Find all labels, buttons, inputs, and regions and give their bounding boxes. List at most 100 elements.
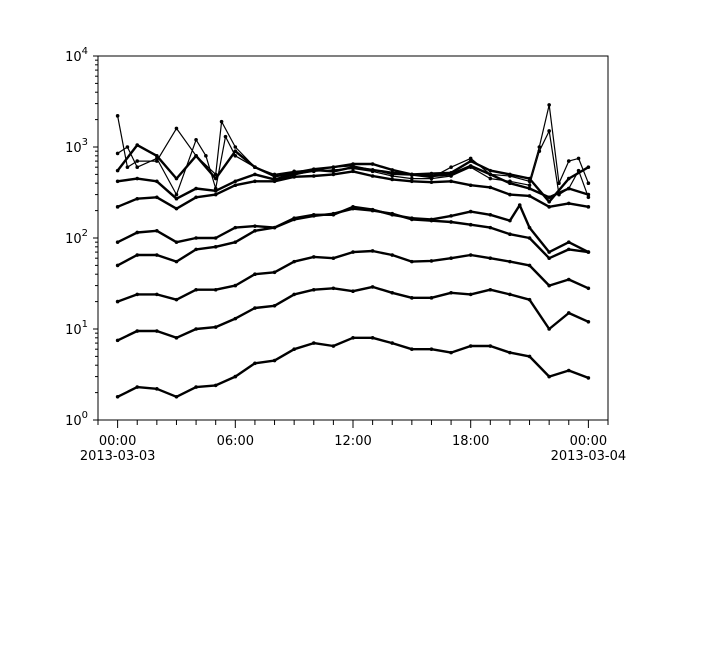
series-3 xyxy=(115,249,591,304)
data-point xyxy=(292,216,296,221)
data-point xyxy=(272,177,277,182)
data-point xyxy=(527,186,532,191)
y-tick-label: 102 xyxy=(65,228,88,247)
data-point xyxy=(331,256,336,260)
data-point xyxy=(527,183,532,188)
data-point xyxy=(547,129,551,133)
data-point xyxy=(390,341,395,345)
data-point xyxy=(468,222,473,227)
data-point xyxy=(233,179,238,184)
data-point xyxy=(566,176,571,181)
data-point xyxy=(557,181,561,186)
y-tick-label: 101 xyxy=(65,319,88,338)
data-point xyxy=(547,374,551,379)
data-point xyxy=(449,174,453,178)
data-point xyxy=(508,259,512,264)
data-point xyxy=(155,156,159,161)
data-point xyxy=(351,166,355,171)
series-4 xyxy=(115,206,591,268)
data-point xyxy=(253,228,257,233)
y-tick-label: 104 xyxy=(65,46,88,65)
x-tick-label: 00:00 xyxy=(570,434,607,449)
data-point xyxy=(155,154,159,158)
data-point xyxy=(390,212,395,217)
data-point xyxy=(527,263,532,268)
data-point xyxy=(253,179,257,184)
data-point xyxy=(351,164,355,168)
data-point xyxy=(351,250,355,254)
x-tick-label: 06:00 xyxy=(217,434,254,449)
data-point xyxy=(213,236,218,240)
data-point xyxy=(213,287,218,292)
data-point xyxy=(174,206,179,211)
data-point xyxy=(488,256,493,260)
data-point xyxy=(410,179,414,184)
plot-frame xyxy=(97,55,609,421)
data-point xyxy=(410,296,414,300)
data-point xyxy=(351,205,355,209)
data-point xyxy=(213,383,218,388)
data-point xyxy=(576,156,581,161)
data-point xyxy=(213,325,218,329)
data-point xyxy=(272,175,277,179)
data-point xyxy=(370,174,375,178)
data-point xyxy=(449,350,453,355)
data-point xyxy=(547,103,551,107)
data-point xyxy=(586,286,591,291)
data-point xyxy=(311,287,316,292)
series-group xyxy=(115,103,591,399)
series-2 xyxy=(115,285,591,343)
data-point xyxy=(508,218,512,223)
data-point xyxy=(253,361,257,366)
data-point xyxy=(194,247,198,252)
data-point xyxy=(125,165,130,169)
data-point xyxy=(468,292,473,297)
data-point xyxy=(517,203,522,207)
x-tick-label: 12:00 xyxy=(334,434,371,449)
data-point xyxy=(390,174,395,178)
data-point xyxy=(135,143,140,147)
data-point xyxy=(213,245,218,249)
series-line xyxy=(117,336,589,398)
data-point xyxy=(125,145,130,149)
data-point xyxy=(155,292,159,297)
series-1 xyxy=(115,336,591,399)
data-point xyxy=(115,394,120,399)
data-point xyxy=(508,350,512,355)
data-point xyxy=(547,283,551,288)
data-point xyxy=(468,253,473,257)
series-5 xyxy=(115,203,591,254)
data-point xyxy=(370,336,375,340)
data-point xyxy=(311,174,316,178)
data-point xyxy=(233,145,238,149)
data-point xyxy=(586,319,591,324)
data-point xyxy=(508,292,512,297)
data-point xyxy=(272,270,277,275)
data-point xyxy=(155,228,159,233)
data-point xyxy=(233,374,238,379)
data-point xyxy=(292,292,296,297)
data-point xyxy=(174,126,179,131)
data-point xyxy=(311,212,316,217)
data-point xyxy=(331,212,336,217)
data-point xyxy=(135,253,140,257)
data-point xyxy=(488,212,493,217)
data-point xyxy=(155,195,159,200)
data-point xyxy=(135,292,140,297)
data-point xyxy=(115,114,120,118)
data-point xyxy=(213,192,218,197)
data-point xyxy=(331,286,336,291)
data-point xyxy=(527,297,532,302)
data-point xyxy=(508,174,512,178)
data-point xyxy=(566,277,571,282)
data-point xyxy=(253,172,257,177)
data-point xyxy=(410,259,414,264)
data-point xyxy=(488,172,493,177)
data-point xyxy=(508,232,512,237)
data-point xyxy=(174,259,179,264)
data-point xyxy=(527,236,532,240)
data-point xyxy=(115,151,120,156)
data-point xyxy=(586,205,591,209)
data-point xyxy=(115,299,120,304)
